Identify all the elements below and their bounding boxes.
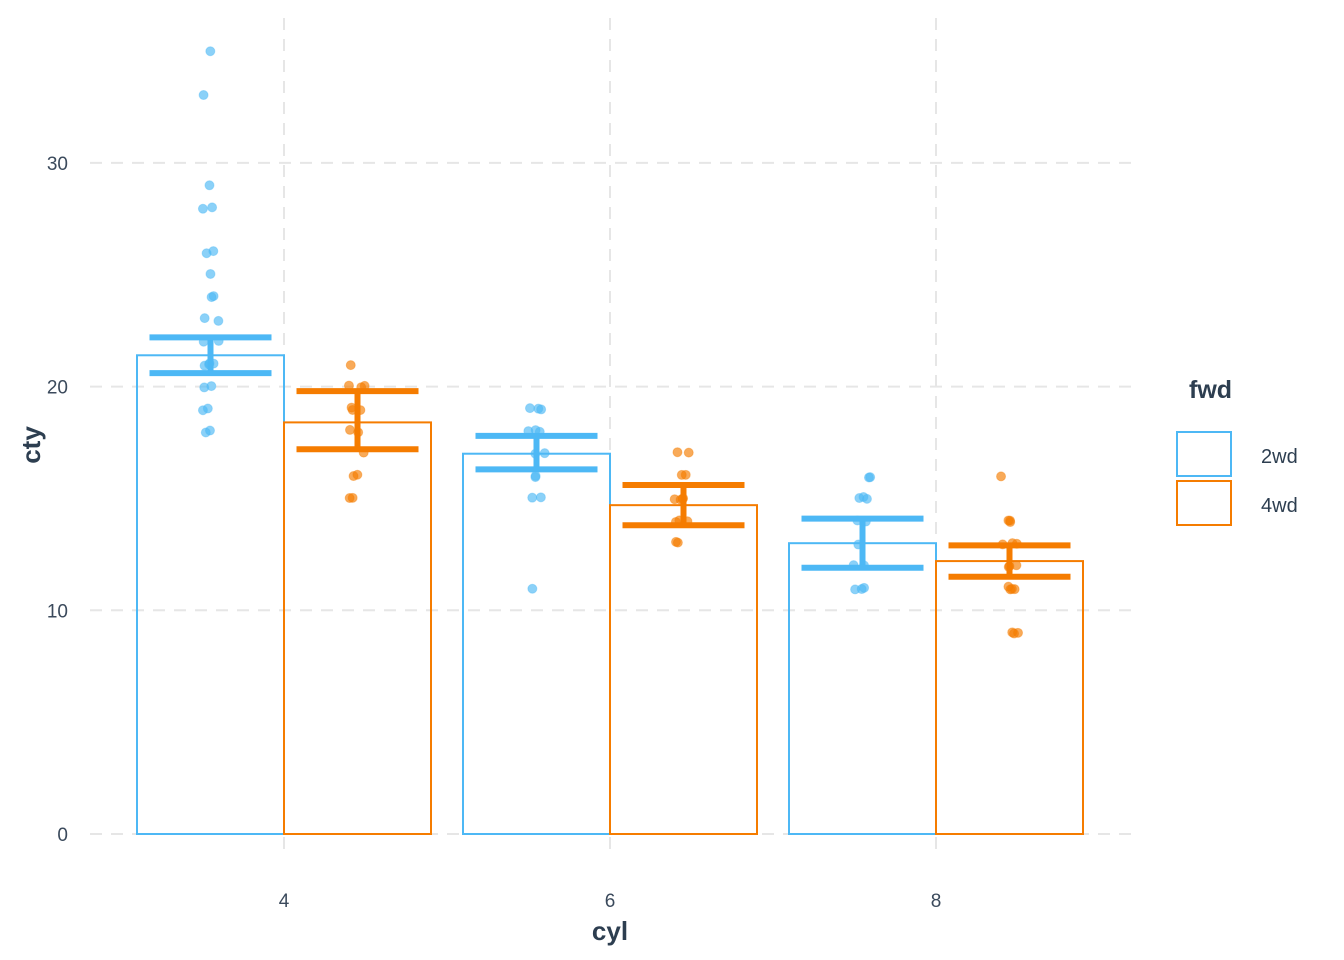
data-point: [859, 582, 870, 593]
data-point: [197, 203, 208, 214]
data-point: [206, 292, 217, 303]
y-tick-label: 30: [47, 154, 68, 175]
data-point: [208, 246, 219, 257]
data-point: [536, 404, 547, 415]
data-point: [865, 472, 876, 483]
legend: fwd 2wd 4wd: [1176, 376, 1298, 526]
data-point: [205, 46, 216, 57]
data-point: [198, 90, 209, 101]
data-point: [348, 471, 359, 482]
bar-4wd-cyl6: [609, 504, 758, 835]
x-tick-label: 4: [279, 891, 290, 912]
legend-label-4wd: 4wd: [1261, 495, 1298, 517]
y-axis-ticks: 0 10 20 30: [47, 154, 68, 846]
x-tick-label: 6: [605, 891, 616, 912]
legend-title: fwd: [1189, 376, 1232, 404]
legend-key-2wd: [1176, 431, 1232, 477]
legend-label-2wd: 2wd: [1261, 446, 1298, 468]
x-tick-label: 8: [931, 891, 942, 912]
bar-4wd-cyl8: [935, 560, 1084, 835]
data-point: [676, 469, 687, 480]
y-axis-title: cty: [16, 426, 46, 464]
data-point: [345, 360, 356, 371]
data-point: [672, 447, 683, 458]
data-point: [527, 583, 538, 594]
grid-lines: [90, 18, 1133, 852]
data-point: [535, 492, 546, 503]
y-tick-label: 20: [47, 378, 68, 399]
data-point: [524, 403, 535, 414]
data-point: [683, 447, 694, 458]
data-point: [213, 315, 224, 326]
data-point: [539, 448, 550, 459]
legend-item-4wd: 4wd: [1176, 480, 1298, 526]
data-point: [1003, 581, 1014, 592]
y-tick-label: 10: [47, 601, 68, 622]
data-point: [530, 470, 541, 481]
data-point: [207, 202, 218, 213]
data-point: [672, 537, 683, 548]
data-point: [199, 382, 210, 393]
bar-2wd-cyl6: [462, 452, 611, 835]
data-point: [199, 313, 210, 324]
y-tick-label: 0: [57, 825, 68, 846]
data-point: [204, 425, 215, 436]
data-point: [197, 405, 208, 416]
legend-item-2wd: 2wd: [1176, 431, 1298, 477]
data-point: [204, 180, 215, 191]
data-point: [854, 493, 865, 504]
data-point: [996, 471, 1007, 482]
data-point: [347, 492, 358, 503]
x-axis-title: cyl: [592, 916, 628, 946]
x-axis-ticks: 4 6 8: [279, 891, 942, 912]
error-bars: [149, 334, 1071, 580]
data-point: [527, 492, 538, 503]
data-point: [1009, 628, 1020, 639]
bar-4wd-cyl4: [283, 421, 432, 835]
data-point: [1005, 515, 1016, 526]
data-point: [344, 424, 355, 435]
legend-key-4wd: [1176, 480, 1232, 526]
data-point: [205, 268, 216, 279]
